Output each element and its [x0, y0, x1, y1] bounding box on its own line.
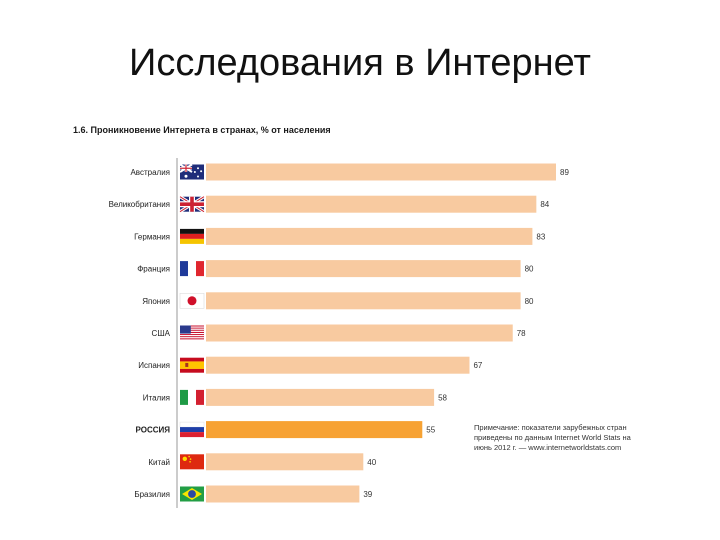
- bar: [206, 292, 521, 310]
- uk-flag-icon: [179, 195, 205, 213]
- usa-flag-icon: [180, 325, 204, 341]
- category-label: Бразилия: [134, 490, 170, 499]
- value-label: 39: [363, 490, 372, 499]
- value-label: 80: [525, 297, 534, 306]
- bar: [206, 453, 364, 471]
- value-label: 89: [560, 168, 569, 177]
- china-flag-icon: [180, 454, 204, 470]
- value-label: 83: [536, 232, 545, 241]
- australia-flag-icon: [179, 163, 204, 180]
- category-label: Китай: [148, 458, 170, 467]
- italy-flag-icon: [180, 389, 204, 405]
- category-label: Япония: [142, 297, 170, 306]
- value-label: 78: [517, 329, 526, 338]
- bar: [206, 356, 470, 374]
- value-label: 80: [525, 265, 534, 274]
- japan-flag-icon: [179, 292, 205, 309]
- category-label: Франция: [137, 265, 170, 274]
- value-label: 67: [473, 361, 482, 370]
- category-label: Великобритания: [109, 200, 170, 209]
- value-label: 58: [438, 393, 447, 402]
- bar: [206, 421, 423, 439]
- bar: [206, 324, 513, 342]
- bar: [206, 485, 360, 503]
- value-label: 84: [540, 200, 549, 209]
- chart-title: 1.6. Проникновение Интернета в странах, …: [73, 125, 331, 135]
- category-label: США: [152, 329, 171, 338]
- spain-flag-icon: [180, 357, 204, 373]
- category-label: Австралия: [130, 168, 170, 177]
- bar: [206, 388, 435, 406]
- germany-flag-icon: [180, 228, 204, 244]
- category-label: РОССИЯ: [135, 426, 170, 435]
- category-label: Германия: [134, 232, 170, 241]
- value-label: 40: [367, 458, 376, 467]
- category-label: Испания: [138, 361, 170, 370]
- category-label: Италия: [143, 393, 170, 402]
- russia-flag-icon: [179, 421, 205, 438]
- france-flag-icon: [180, 261, 204, 277]
- brazil-flag-icon: [180, 486, 204, 502]
- value-label: 55: [426, 426, 435, 435]
- bar: [206, 195, 537, 213]
- slide-title: Исследования в Интернет: [129, 42, 591, 84]
- bar: [206, 260, 521, 278]
- bar: [206, 227, 533, 245]
- chart-note: Примечание: показатели зарубежных стран …: [474, 423, 631, 452]
- bar: [206, 163, 556, 181]
